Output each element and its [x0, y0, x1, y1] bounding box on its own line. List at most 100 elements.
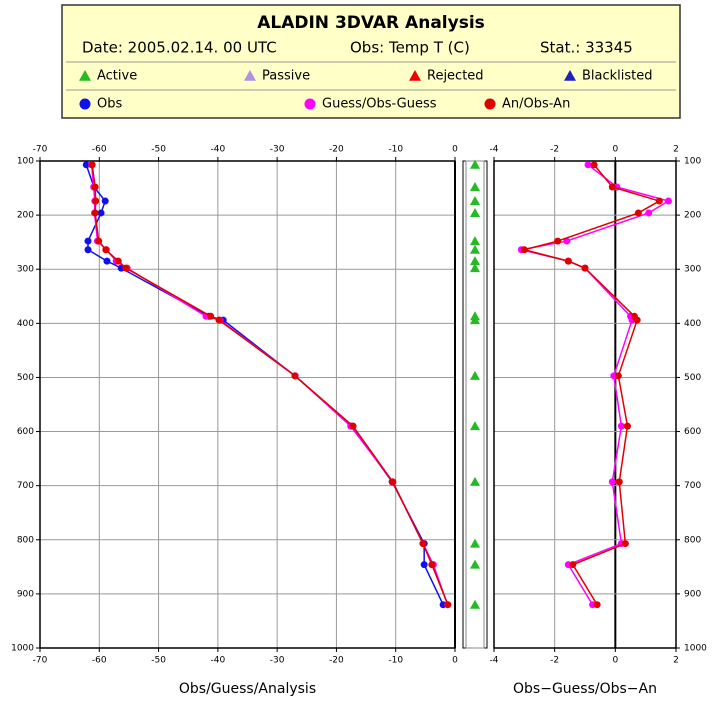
- x-tick-label: 2: [673, 145, 679, 155]
- x-axis-label: Obs/Guess/Analysis: [179, 681, 316, 697]
- status-strip: [462, 160, 488, 649]
- legend-label: Active: [97, 69, 137, 84]
- point: [564, 257, 572, 265]
- y-tick-label: 800: [17, 535, 34, 545]
- legend-label: Obs: [97, 97, 122, 112]
- point: [608, 478, 616, 486]
- point: [84, 237, 92, 245]
- x-tick-label: -60: [92, 145, 107, 155]
- x-tick-label: -2: [550, 656, 559, 666]
- point: [614, 372, 622, 380]
- status-marker: [470, 181, 480, 191]
- status-marker: [470, 244, 480, 254]
- x-tick-label: -4: [490, 656, 499, 666]
- x-tick-label: -70: [33, 145, 48, 155]
- y-tick-label: 700: [684, 481, 701, 491]
- status-marker: [470, 476, 480, 486]
- y-tick-label: 1000: [11, 644, 34, 654]
- status-marker: [470, 207, 480, 217]
- series-line: [91, 164, 449, 605]
- point: [215, 316, 223, 324]
- x-tick-label: 0: [452, 656, 458, 666]
- x-tick-label: -60: [92, 656, 107, 666]
- point: [608, 183, 616, 191]
- point: [584, 161, 592, 169]
- series-line: [90, 164, 449, 605]
- date: Date: 2005.02.14. 00 UTC: [82, 39, 277, 57]
- y-tick-label: 200: [684, 211, 701, 221]
- point: [84, 246, 92, 254]
- status-marker: [470, 538, 480, 548]
- y-tick-label: 100: [17, 157, 34, 167]
- y-tick-label: 400: [684, 319, 701, 329]
- y-tick-label: 1000: [684, 644, 707, 654]
- point: [581, 264, 589, 272]
- y-tick-label: 300: [17, 265, 34, 275]
- point: [623, 422, 631, 430]
- x-tick-label: -10: [388, 145, 403, 155]
- point: [520, 246, 528, 254]
- plot-frame: [493, 160, 677, 649]
- x-tick-label: -30: [270, 656, 285, 666]
- x-tick-label: 2: [673, 656, 679, 666]
- point: [615, 478, 623, 486]
- legend-label: An/Obs-An: [502, 97, 570, 112]
- status-marker: [470, 599, 480, 609]
- point: [102, 246, 110, 254]
- point: [389, 478, 397, 486]
- point: [563, 237, 571, 245]
- x-tick-label: -50: [151, 145, 166, 155]
- point: [428, 561, 436, 569]
- point: [633, 316, 641, 324]
- obs-type: Obs: Temp T (C): [350, 39, 470, 57]
- status-marker: [470, 421, 480, 431]
- series-line: [521, 164, 671, 606]
- point: [88, 161, 96, 169]
- point: [95, 237, 103, 245]
- point: [645, 209, 653, 217]
- legend-marker: [484, 98, 496, 110]
- title: ALADIN 3DVAR Analysis: [257, 13, 485, 33]
- station: Stat.: 33345: [540, 39, 633, 57]
- y-tick-label: 300: [684, 265, 701, 275]
- legend-label: Blacklisted: [582, 69, 653, 84]
- point: [101, 197, 109, 205]
- status-marker: [470, 263, 480, 273]
- legend-marker: [244, 70, 256, 81]
- x-tick-label: -10: [388, 656, 403, 666]
- x-tick-label: -4: [490, 145, 499, 155]
- x-tick-label: -70: [33, 656, 48, 666]
- plot-frame: [39, 160, 456, 649]
- y-tick-label: 400: [17, 319, 34, 329]
- y-tick-label: 700: [17, 481, 34, 491]
- x-tick-label: -20: [329, 656, 344, 666]
- point: [114, 257, 122, 265]
- point: [291, 372, 299, 380]
- y-tick-label: 500: [684, 373, 701, 383]
- y-tick-label: 800: [684, 535, 701, 545]
- y-tick-label: 600: [684, 427, 701, 437]
- point: [593, 601, 601, 609]
- point: [207, 312, 215, 320]
- legend-label: Guess/Obs-Guess: [322, 97, 437, 112]
- series-line: [521, 164, 662, 606]
- point: [655, 197, 663, 205]
- y-tick-label: 500: [17, 373, 34, 383]
- point: [590, 161, 598, 169]
- status-marker: [470, 159, 480, 169]
- y-tick-label: 900: [17, 589, 34, 599]
- x-tick-label: -20: [329, 145, 344, 155]
- point: [82, 161, 90, 169]
- legend-marker: [79, 70, 91, 81]
- point: [91, 183, 99, 191]
- point: [569, 561, 577, 569]
- status-marker: [470, 256, 480, 266]
- x-tick-label: -2: [550, 145, 559, 155]
- point: [122, 264, 130, 272]
- legend-marker: [304, 98, 316, 110]
- point: [634, 209, 642, 217]
- status-marker: [470, 315, 480, 325]
- point: [444, 601, 452, 609]
- x-tick-label: -50: [151, 656, 166, 666]
- status-marker: [470, 559, 480, 569]
